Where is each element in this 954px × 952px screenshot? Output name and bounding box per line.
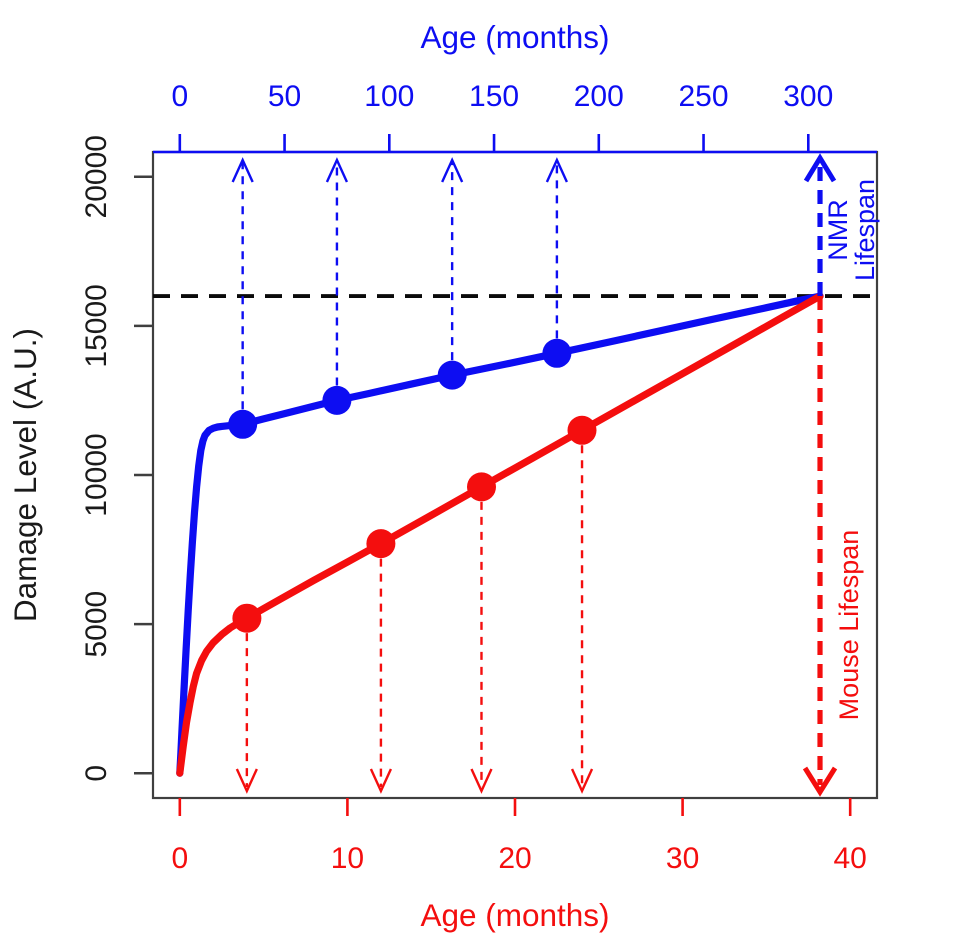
top-axis-tick-label: 200 — [574, 80, 624, 113]
bottom-axis-tick-label: 30 — [666, 842, 699, 875]
left-axis-tick-label: 5000 — [80, 591, 113, 658]
mouse-marker — [232, 603, 262, 633]
nmr-marker — [437, 360, 467, 390]
top-axis-tick-label: 250 — [679, 80, 729, 113]
nmr-marker-arrowhead — [441, 157, 464, 183]
bottom-axis-title: Age (months) — [420, 897, 609, 933]
plot-box — [151, 150, 879, 800]
left-axis-tick-label: 15000 — [80, 284, 113, 367]
nmr-marker — [322, 385, 352, 415]
top-axis-tick-label: 50 — [268, 80, 301, 113]
mouse-lifespan-label: Mouse Lifespan — [834, 530, 864, 721]
nmr-lifespan-label-line2: Lifespan — [850, 179, 880, 281]
plot-area: 0 5000 10000 15000 20000 0 50 100 150 200 250 300 0 1… — [80, 80, 879, 875]
mouse-marker-arrowhead — [470, 768, 493, 794]
nmr-marker-arrowhead — [231, 157, 254, 183]
mouse-marker — [366, 529, 396, 559]
nmr-marker-arrowhead — [325, 157, 349, 183]
bottom-axis-tick-label: 0 — [171, 842, 188, 875]
mouse-lifespan-arrowhead — [802, 766, 838, 797]
bottom-axis-tick-label: 10 — [331, 842, 364, 875]
bottom-axis-tick-label: 40 — [833, 842, 866, 875]
left-axis-tick-label: 10000 — [80, 433, 113, 516]
bottom-axis-tick-label: 20 — [498, 842, 531, 875]
mouse-curve — [176, 292, 824, 777]
mouse-marker — [567, 415, 597, 445]
nmr-marker — [228, 409, 258, 439]
top-axis-tick-label: 0 — [171, 80, 188, 113]
nmr-curve — [176, 292, 824, 777]
top-axis-tick-label: 100 — [364, 80, 414, 113]
nmr-lifespan-label: NMR — [823, 199, 853, 261]
nmr-lifespan-arrowhead — [803, 153, 837, 183]
top-axis-tick-label: 300 — [783, 80, 833, 113]
mouse-marker-arrowhead — [369, 768, 393, 794]
left-axis-title: Damage Level (A.U.) — [7, 328, 43, 622]
mouse-marker-arrowhead — [235, 768, 258, 794]
nmr-marker-arrowhead — [545, 157, 568, 183]
nmr-marker — [542, 338, 572, 368]
mouse-marker — [467, 472, 496, 502]
mouse-marker-arrowhead — [570, 768, 594, 794]
left-axis-tick-label: 0 — [80, 765, 113, 782]
top-axis-tick-label: 150 — [469, 80, 519, 113]
left-axis-tick-label: 20000 — [80, 135, 113, 218]
top-axis-title: Age (months) — [420, 19, 609, 55]
